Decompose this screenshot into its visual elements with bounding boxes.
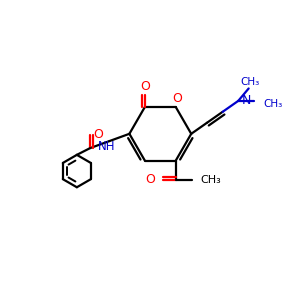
Text: O: O (140, 80, 150, 93)
Text: N: N (242, 94, 251, 107)
Text: O: O (172, 92, 182, 105)
Text: CH₃: CH₃ (201, 175, 221, 185)
Text: O: O (93, 128, 103, 141)
Text: O: O (145, 173, 155, 186)
Text: CH₃: CH₃ (264, 99, 283, 110)
Text: NH: NH (98, 140, 116, 153)
Text: CH₃: CH₃ (241, 77, 260, 87)
